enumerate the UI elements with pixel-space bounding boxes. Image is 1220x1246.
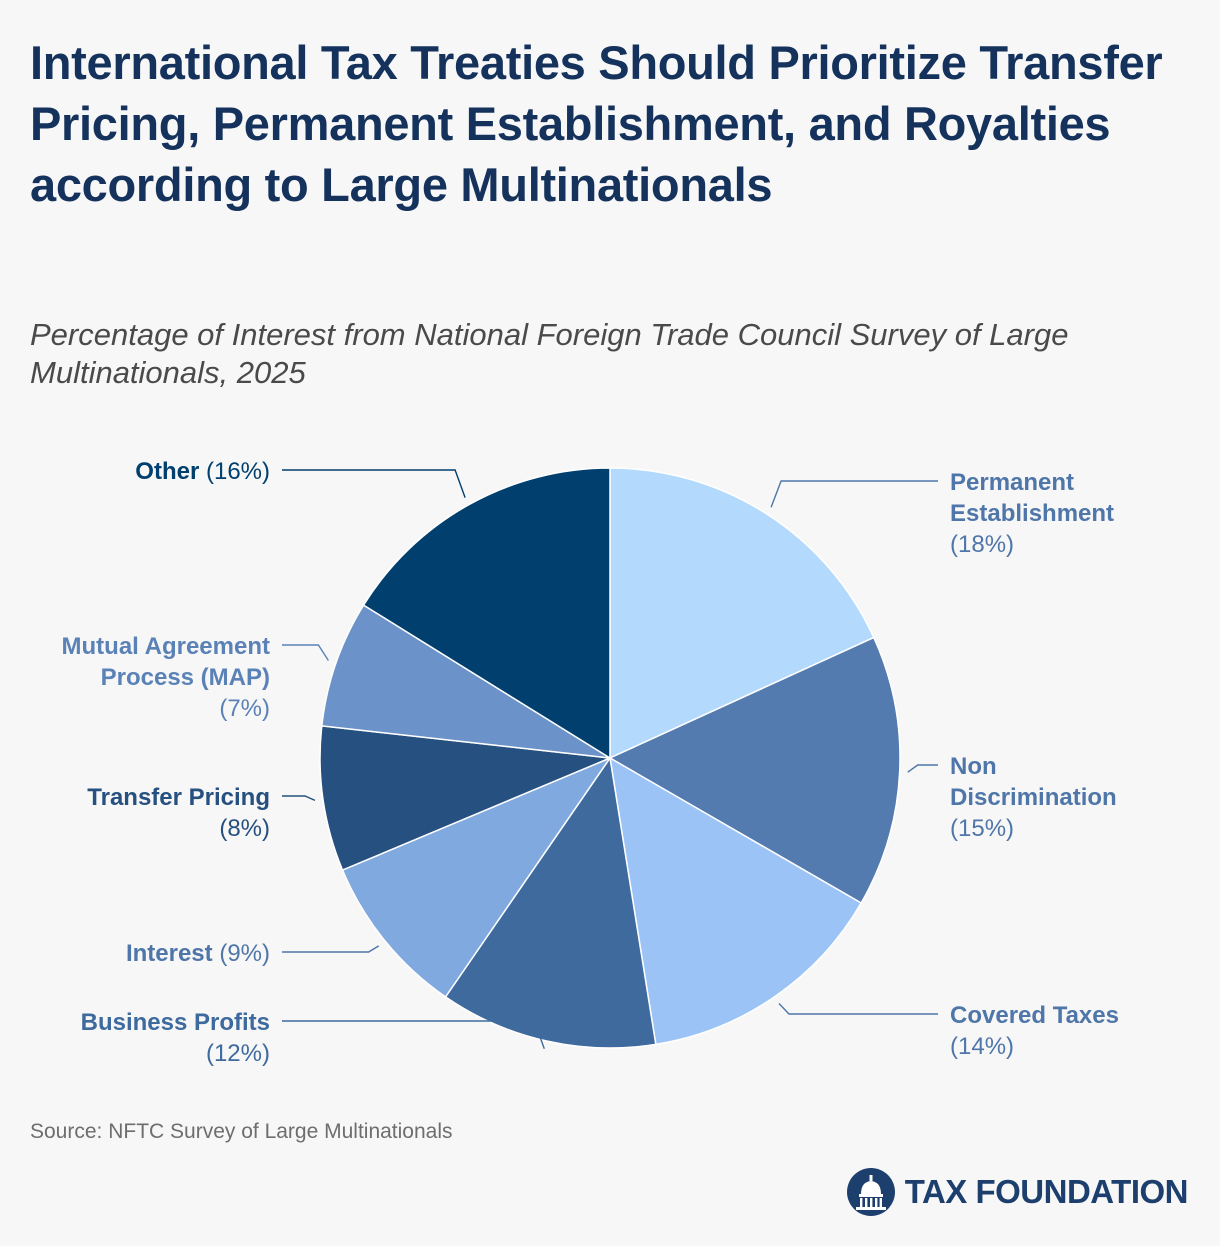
slice-value-transfer-pricing: (8%) (219, 815, 270, 842)
slice-value-mutual-agreement-process-map: (7%) (219, 695, 270, 722)
pie-slice-other (362, 467, 611, 760)
slice-value-permanent-establishment: (18%) (950, 531, 1014, 558)
leader-line-covered-taxes (778, 1003, 938, 1015)
slice-label-non-discrimination: Discrimination (950, 784, 1117, 811)
leader-line-permanent-establishment (770, 480, 938, 508)
chart-subtitle: Percentage of Interest from National For… (30, 317, 1069, 390)
slice-label-other: Other (16%) (135, 458, 270, 485)
brand-name: TAX FOUNDATION (904, 1173, 1189, 1210)
leader-line-mutual-agreement-process-map (282, 644, 329, 661)
pie-slice-non-discrimination (608, 636, 901, 905)
leader-line-other (282, 469, 466, 498)
leader-line-business-profits (282, 1020, 545, 1049)
slice-label-interest: Interest (9%) (126, 940, 270, 967)
slice-label-non-discrimination: Non (950, 753, 997, 780)
leader-line-transfer-pricing (282, 795, 316, 802)
chart-title: International Tax Treaties Should Priori… (30, 36, 1163, 211)
slice-label-permanent-establishment: Establishment (950, 500, 1114, 527)
pie-slice-mutual-agreement-process-map (320, 604, 611, 759)
slice-value-covered-taxes: (14%) (950, 1033, 1014, 1060)
slice-label-mutual-agreement-process-map: Mutual Agreement (62, 633, 270, 660)
pie-slice-interest (341, 756, 613, 998)
pie-slice-transfer-pricing (319, 725, 613, 872)
capitol-dome-icon (846, 1168, 895, 1216)
source-note: Source: NFTC Survey of Large Multination… (30, 1120, 453, 1143)
slice-value-business-profits: (12%) (206, 1040, 270, 1067)
pie-slice-permanent-establishment (609, 467, 875, 760)
slice-label-permanent-establishment: Permanent (950, 469, 1074, 496)
brand-logo: TAX FOUNDATION (846, 1168, 1189, 1216)
leader-line-interest (282, 945, 380, 953)
pie-slice-covered-taxes (609, 756, 863, 1046)
pie-slice-business-profits (444, 756, 657, 1049)
slice-label-covered-taxes: Covered Taxes (950, 1002, 1119, 1029)
slice-label-business-profits: Business Profits (81, 1009, 270, 1036)
slice-label-transfer-pricing: Transfer Pricing (87, 784, 270, 811)
leader-line-non-discrimination (907, 764, 938, 773)
pie-chart: Permanent Establishment (18%) Non Discrimina… (62, 458, 1119, 1067)
slice-label-mutual-agreement-process-map: Process (MAP) (101, 664, 270, 691)
slice-value-non-discrimination: (15%) (950, 815, 1014, 842)
